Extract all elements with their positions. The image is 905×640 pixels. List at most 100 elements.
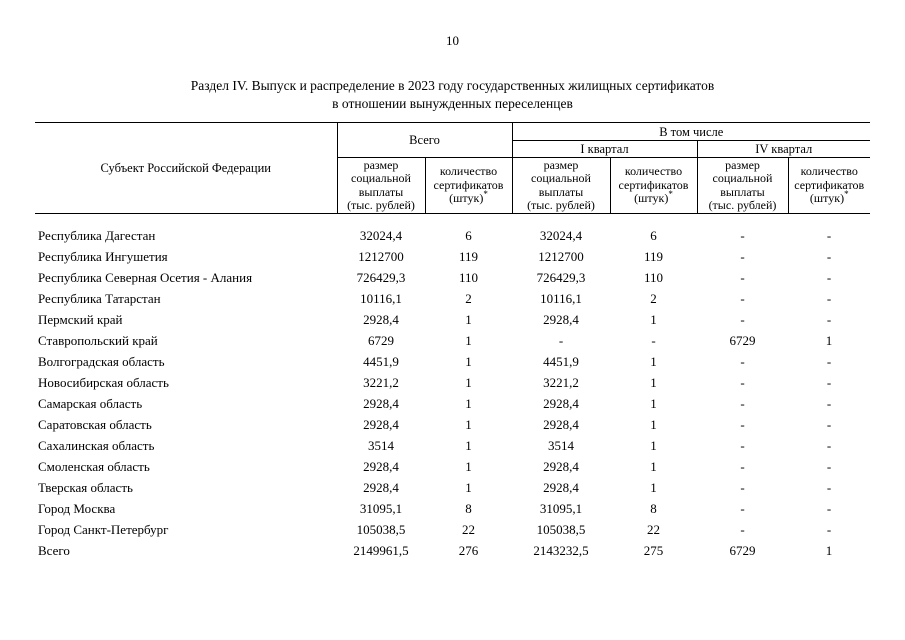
q4-count-cell: - xyxy=(826,479,832,495)
q4-amount-cell: - xyxy=(740,311,745,327)
total-count-cell: 2 xyxy=(465,290,472,306)
total-count-cell: 1 xyxy=(465,332,472,348)
total-amount-cell: 6729 xyxy=(368,332,394,348)
q4-count-cell: 1 xyxy=(825,332,833,348)
total-amount-cell: 3514 xyxy=(368,437,394,453)
total-amount-cell: 2928,4 xyxy=(363,416,399,432)
q1-count-cell: 110 xyxy=(643,269,664,285)
page-number: 10 xyxy=(446,33,459,48)
total-amount-cell: 1212700 xyxy=(358,248,404,264)
q4-count-cell: - xyxy=(826,395,832,411)
q4-count-cell: - xyxy=(826,290,832,306)
q1-amount-cell: 2928,4 xyxy=(543,479,579,495)
q4-amount-cell: 6729 xyxy=(729,542,756,558)
section-title-line1: Раздел IV. Выпуск и распределение в 2023… xyxy=(190,78,715,93)
q1-amount-cell: 31095,1 xyxy=(539,500,583,516)
total-amount-cell: 4451,9 xyxy=(363,353,399,369)
total-amount-cell: 2928,4 xyxy=(363,458,399,474)
q4-amount-cell: - xyxy=(740,248,745,264)
q1-amount-cell: 2928,4 xyxy=(543,458,579,474)
table-row: Сахалинская область 3514 1 3514 1 - - xyxy=(35,435,870,456)
total-amount-cell: 3221,2 xyxy=(363,374,399,390)
total-count-cell: 1 xyxy=(465,416,472,432)
q1-count-cell: - xyxy=(651,332,656,348)
region-name-cell: Саратовская область xyxy=(38,416,152,432)
q4-amount-cell: - xyxy=(740,290,745,306)
q1-count-cell: 1 xyxy=(650,458,657,474)
q1-amount-cell: 2928,4 xyxy=(543,395,579,411)
table-row: Саратовская область 2928,4 1 2928,4 1 - - xyxy=(35,414,870,435)
q4-count-cell: - xyxy=(826,248,832,264)
q1-amount-cell: 105038,5 xyxy=(536,521,586,537)
q1-count-cell: 22 xyxy=(647,521,660,537)
q4-count-cell: - xyxy=(826,500,832,516)
q4-amount-cell: - xyxy=(740,269,745,285)
section-title: Раздел IV. Выпуск и распределение в 2023… xyxy=(0,77,905,113)
table-row: Самарская область 2928,4 1 2928,4 1 - - xyxy=(35,393,870,414)
total-count-cell: 276 xyxy=(458,542,479,558)
region-name-cell: Тверская область xyxy=(38,479,133,495)
header-quarter-1: I квартал xyxy=(511,140,698,158)
total-count-cell: 1 xyxy=(465,395,472,411)
q4-amount-cell: - xyxy=(740,353,745,369)
q4-amount-cell: - xyxy=(740,458,745,474)
q1-count-cell: 1 xyxy=(650,395,657,411)
header-total-count-label: количество сертификатов (штук) xyxy=(433,164,504,206)
q4-amount-cell: 6729 xyxy=(729,332,756,348)
region-name-cell: Город Санкт-Петербург xyxy=(38,521,169,537)
q4-amount-cell: - xyxy=(740,479,745,495)
q1-count-cell: 8 xyxy=(650,500,657,516)
header-quarter-4: IV квартал xyxy=(696,140,870,158)
q1-amount-cell: 3221,2 xyxy=(543,374,579,390)
q1-amount-cell: 2928,4 xyxy=(543,311,579,327)
q1-count-cell: 119 xyxy=(643,248,664,264)
q4-amount-cell: - xyxy=(740,500,745,516)
total-count-cell: 1 xyxy=(465,353,472,369)
q4-count-cell: - xyxy=(826,458,832,474)
q4-count-cell: - xyxy=(826,521,832,537)
certificates-table: Субъект Российской Федерации Всего В том… xyxy=(35,122,870,561)
table-row: Смоленская область 2928,4 1 2928,4 1 - - xyxy=(35,456,870,477)
q1-amount-cell: 4451,9 xyxy=(543,353,579,369)
table-row: Республика Ингушетия 1212700 119 1212700 119… xyxy=(35,246,870,267)
q1-count-cell: 1 xyxy=(650,479,657,495)
total-amount-cell: 2928,4 xyxy=(363,395,399,411)
q4-amount-cell: - xyxy=(740,416,745,432)
region-name-cell: Пермский край xyxy=(38,311,123,327)
q4-amount-cell: - xyxy=(740,374,745,390)
q1-count-cell: 2 xyxy=(650,290,657,306)
region-name-cell: Самарская область xyxy=(38,395,143,411)
region-name-cell: Новосибирская область xyxy=(38,374,169,390)
q4-count-cell: 1 xyxy=(825,542,833,558)
total-amount-cell: 2928,4 xyxy=(363,311,399,327)
q4-amount-cell: - xyxy=(740,395,745,411)
total-count-cell: 1 xyxy=(465,479,472,495)
total-amount-cell: 105038,5 xyxy=(356,521,406,537)
header-q1-count: количество сертификатов (штук)* xyxy=(609,157,698,214)
q4-count-cell: - xyxy=(826,353,832,369)
header-including: В том числе xyxy=(511,122,870,141)
q4-amount-cell: - xyxy=(740,521,745,537)
section-title-line2: в отношении вынужденных переселенцев xyxy=(332,96,573,111)
total-count-cell: 1 xyxy=(465,437,472,453)
table-row: Новосибирская область 3221,2 1 3221,2 1 - - xyxy=(35,372,870,393)
q1-amount-cell: 10116,1 xyxy=(540,290,582,306)
table-row: Город Санкт-Петербург 105038,5 22 105038,5 2… xyxy=(35,519,870,540)
q1-count-cell: 1 xyxy=(650,437,657,453)
total-amount-cell: 2928,4 xyxy=(363,479,399,495)
region-name-cell: Смоленская область xyxy=(38,458,150,474)
q1-count-cell: 275 xyxy=(643,542,664,558)
region-name-cell: Ставропольский край xyxy=(38,332,158,348)
region-name-cell: Республика Северная Осетия - Алания xyxy=(38,269,253,285)
total-amount-cell: 32024,4 xyxy=(359,227,403,243)
q4-amount-cell: - xyxy=(740,227,745,243)
table-body: Республика Дагестан 32024,4 6 32024,4 6- - Рес… xyxy=(35,214,870,562)
table-row: Республика Дагестан 32024,4 6 32024,4 6 - - xyxy=(35,214,870,247)
total-amount-cell: 10116,1 xyxy=(360,290,402,306)
table-header: Субъект Российской Федерации Всего В том… xyxy=(35,122,870,214)
q1-amount-cell: 32024,4 xyxy=(539,227,583,243)
region-name-cell: Сахалинская область xyxy=(38,437,155,453)
total-count-cell: 119 xyxy=(458,248,479,264)
total-count-cell: 110 xyxy=(458,269,479,285)
